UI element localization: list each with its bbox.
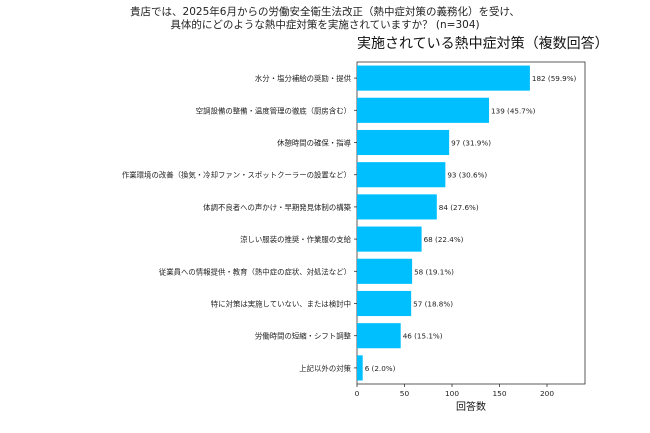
category-label: 上記以外の対策 [299,364,351,373]
bar [357,290,412,317]
x-tick-label: 150 [492,389,506,398]
question-line-2: 具体的にどのような熱中症対策を実施されていますか？ (n=304) [170,19,480,31]
data-label: 139 (45.7%) [491,106,536,115]
category-label: 労働時間の短縮・シフト調整 [255,332,352,341]
x-tick-label: 100 [445,389,459,398]
question-line-1: 貴店では、2025年6月からの労働安全衛生法改正（熱中症対策の義務化）を受け、 [130,6,520,18]
bar [357,129,450,156]
category-label: 作業環境の改善（換気・冷却ファン・スポットクーラーの設置など） [122,171,351,180]
bar [357,323,401,349]
data-label: 46 (15.1%) [403,332,443,341]
bar [357,97,490,123]
x-tick-label: 0 [355,389,360,398]
question-text: 貴店では、2025年6月からの労働安全衛生法改正（熱中症対策の義務化）を受け、 … [0,6,650,32]
category-label: 空調設備の整備・温度管理の徹底（厨房含む） [196,106,351,115]
data-label: 68 (22.4%) [424,235,464,244]
data-label: 97 (31.9%) [451,139,491,148]
bar [357,162,446,188]
bar [357,226,422,252]
data-label: 58 (19.1%) [414,267,454,276]
category-label: 従業員への情報提供・教育（熱中症の症状、対処法など） [159,267,351,276]
chart-title: 実施されている熱中症対策（複数回答） [357,36,609,52]
bar [357,355,363,381]
bar [357,258,413,284]
data-label: 57 (18.8%) [413,300,453,309]
category-label: 体調不良者への声かけ・早期発見体制の構築 [203,203,351,212]
data-label: 93 (30.6%) [447,171,487,180]
data-label: 182 (59.9%) [532,74,577,83]
plot-area: 水分・塩分補給の奨励・提供 182 (59.9%) 空調設備の整備・温度管理の徹底（… [122,61,586,413]
x-tick-label: 200 [540,389,554,398]
x-tick-label: 50 [400,389,410,398]
category-label: 涼しい服装の推奨・作業服の支給 [240,235,351,244]
data-label: 84 (27.6%) [439,203,479,212]
category-label: 休憩時間の確保・指導 [277,139,352,148]
plot-frame [356,61,586,385]
data-label: 6 (2.0%) [365,364,396,373]
bar [357,65,530,91]
category-label: 水分・塩分補給の奨励・提供 [255,74,352,83]
category-label: 特に対策は実施していない、または検討中 [211,300,351,309]
bar [357,194,437,220]
x-axis-label: 回答数 [456,400,486,413]
